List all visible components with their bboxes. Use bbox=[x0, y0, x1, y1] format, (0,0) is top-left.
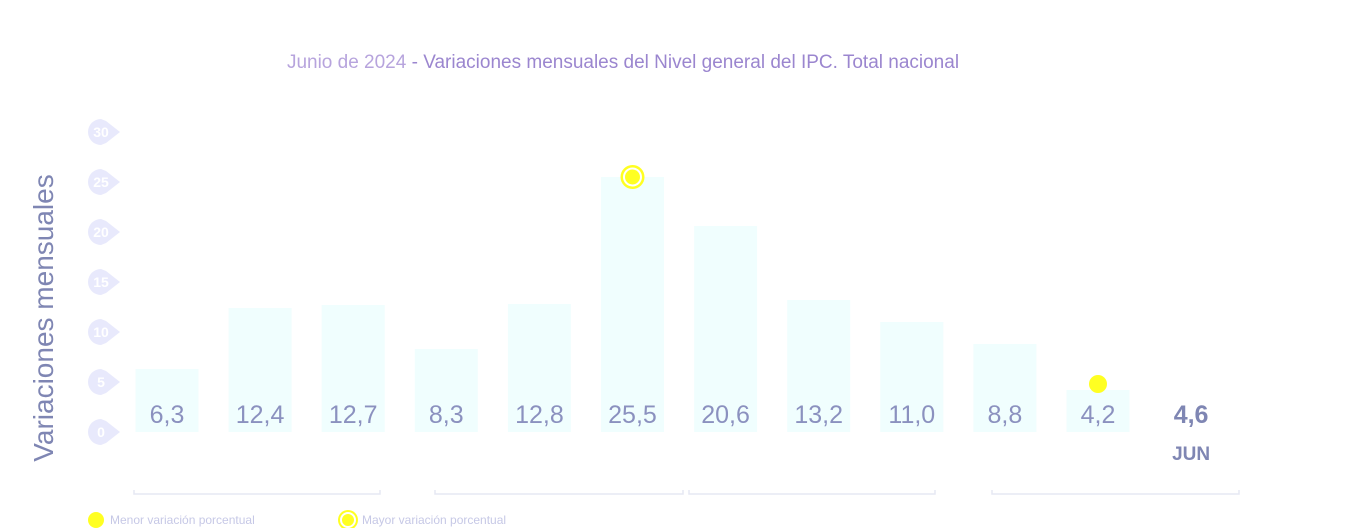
y-tick-badge bbox=[88, 419, 120, 445]
y-tick-badge bbox=[88, 119, 120, 145]
period-bracket bbox=[133, 490, 381, 495]
y-tick-badge bbox=[88, 219, 120, 245]
y-tick-badge bbox=[88, 169, 120, 195]
current-value-label: 4,6 bbox=[1174, 401, 1209, 429]
bar bbox=[694, 226, 758, 432]
y-tick-label: 20 bbox=[93, 224, 109, 240]
current-month-label: JUN bbox=[1172, 444, 1210, 465]
bar bbox=[135, 369, 199, 432]
bar-value-label: 4,2 bbox=[1081, 401, 1116, 429]
y-tick-label: 5 bbox=[97, 374, 105, 390]
bar-value-label: 25,5 bbox=[608, 401, 657, 429]
y-tick-label: 15 bbox=[93, 274, 109, 290]
bar-value-label: 12,7 bbox=[329, 401, 378, 429]
y-tick-label: 25 bbox=[93, 174, 109, 190]
max-marker-inner bbox=[625, 169, 640, 185]
period-bracket bbox=[688, 490, 936, 495]
legend-min-label: Menor variación porcentual bbox=[110, 513, 255, 527]
bar-value-label: 12,8 bbox=[515, 401, 564, 429]
max-marker-icon bbox=[340, 512, 356, 528]
y-tick-label: 10 bbox=[93, 324, 109, 340]
bar-value-label: 12,4 bbox=[236, 401, 285, 429]
bar-value-label: 6,3 bbox=[150, 401, 185, 429]
y-tick-label: 0 bbox=[97, 424, 105, 440]
y-tick-badge bbox=[88, 319, 120, 345]
bar bbox=[414, 349, 478, 432]
legend-max-label: Mayor variación porcentual bbox=[362, 513, 507, 527]
bar bbox=[601, 177, 664, 432]
bar bbox=[228, 308, 292, 432]
period-bracket bbox=[434, 490, 684, 495]
title-separator: - bbox=[411, 52, 418, 73]
y-tick-label: 30 bbox=[93, 124, 109, 140]
period-bracket bbox=[991, 490, 1240, 495]
legend-max-item: Mayor variación porcentual bbox=[340, 512, 506, 528]
title-date: Junio de 2024 bbox=[286, 52, 407, 73]
legend-min-item: Menor variación porcentual bbox=[88, 512, 255, 528]
bar-value-label: 11,0 bbox=[888, 401, 935, 429]
bar bbox=[321, 305, 385, 432]
y-tick-badge bbox=[88, 269, 120, 295]
bar bbox=[1066, 390, 1130, 432]
bar bbox=[787, 300, 851, 432]
chart-title: Junio de 2024 - Variaciones mensuales de… bbox=[0, 52, 1246, 74]
bar bbox=[507, 304, 571, 432]
legend: Menor variación porcentual Mayor variaci… bbox=[0, 512, 700, 528]
bar-value-label: 8,3 bbox=[429, 401, 464, 429]
y-tick-badge bbox=[88, 369, 120, 395]
bar-value-label: 13,2 bbox=[794, 401, 843, 429]
title-main: Variaciones mensuales del Nivel general … bbox=[423, 52, 960, 73]
min-marker-icon bbox=[88, 512, 104, 528]
min-marker bbox=[1089, 375, 1107, 393]
bar-value-label: 20,6 bbox=[701, 401, 750, 429]
bar bbox=[973, 344, 1037, 432]
bar bbox=[880, 322, 944, 432]
bar-value-label: 8,8 bbox=[988, 401, 1023, 429]
